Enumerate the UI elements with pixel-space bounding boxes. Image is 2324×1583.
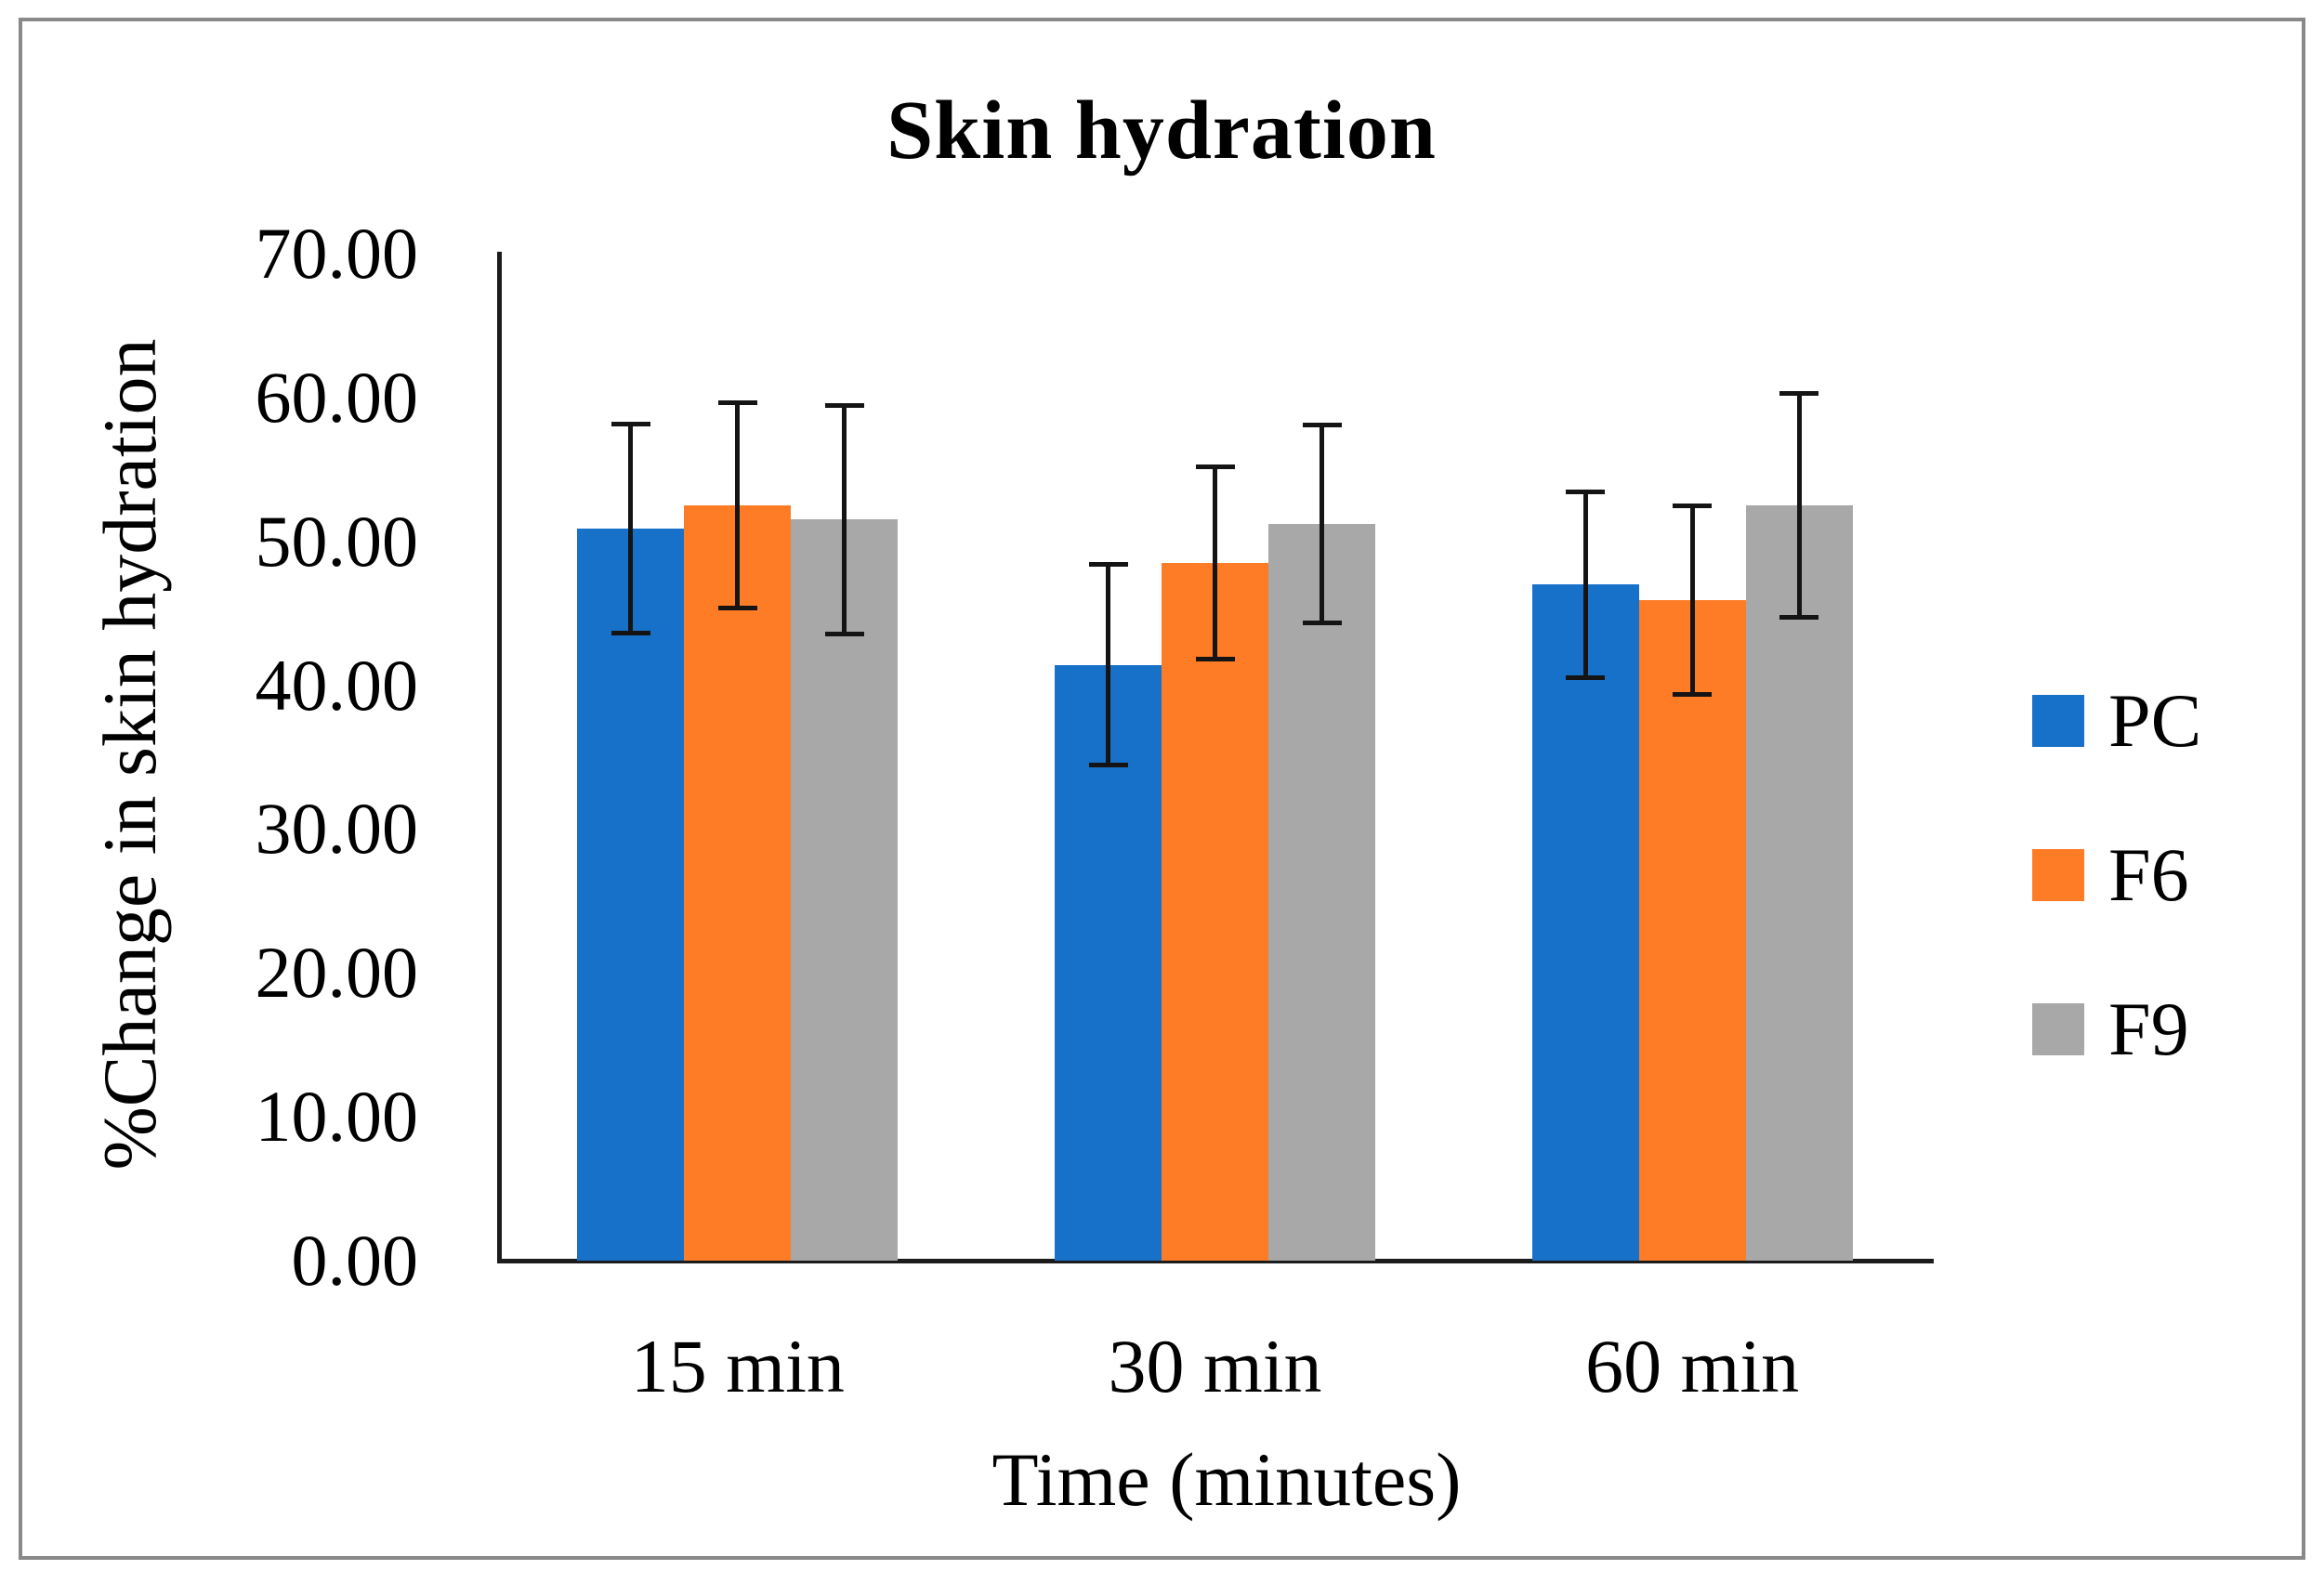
error-bar-f9-30-min (1320, 425, 1324, 623)
error-bar-pc-30-min-top-cap (1088, 562, 1128, 568)
error-bar-f6-15-min-bottom-cap (717, 606, 757, 611)
legend-swatch-pc (2032, 695, 2084, 747)
error-bar-f9-60-min (1796, 393, 1802, 618)
legend-item-f9: F9 (2032, 991, 2189, 1067)
bar-f9-30-min (1268, 524, 1375, 1261)
y-axis-title-text: %Change in skin hydration (87, 338, 172, 1171)
bar-f6-60-min (1638, 600, 1746, 1261)
bar-f9-60-min (1745, 505, 1853, 1261)
bar-pc-15-min (577, 528, 685, 1261)
error-bar-f9-30-min-top-cap (1302, 423, 1342, 428)
x-tick-label-15-min: 15 min (630, 1324, 845, 1408)
error-bar-pc-30-min (1106, 564, 1110, 766)
error-bar-f9-15-min (842, 404, 847, 635)
error-bar-f6-30-min-top-cap (1195, 464, 1235, 470)
error-bar-f9-15-min-bottom-cap (824, 632, 864, 637)
bar-f9-15-min (791, 519, 899, 1261)
error-bar-pc-30-min-bottom-cap (1088, 763, 1128, 768)
error-bar-pc-15-min-bottom-cap (611, 630, 650, 635)
error-bar-f6-60-min-top-cap (1673, 504, 1713, 508)
legend-label-f9: F9 (2108, 987, 2189, 1071)
legend-label-pc: PC (2108, 678, 2202, 763)
y-tick-label-70-00: 70.00 (255, 213, 419, 294)
error-bar-f6-30-min (1213, 466, 1217, 660)
y-tick-label-0-00: 0.00 (291, 1220, 419, 1301)
legend-item-f6: F6 (2032, 837, 2189, 913)
y-tick-label-10-00: 10.00 (255, 1076, 419, 1158)
x-axis-title: Time (minutes) (991, 1437, 1462, 1522)
error-bar-pc-15-min-top-cap (611, 421, 650, 426)
error-bar-f9-30-min-bottom-cap (1302, 620, 1342, 625)
error-bar-f6-30-min-bottom-cap (1195, 656, 1235, 661)
chart-title: Skin hydration (886, 85, 1437, 177)
y-tick-label-50-00: 50.00 (255, 500, 419, 582)
legend-item-pc: PC (2032, 683, 2201, 759)
bar-pc-60-min (1531, 584, 1639, 1261)
x-tick-label-30-min: 30 min (1108, 1324, 1322, 1408)
y-tick-label-40-00: 40.00 (255, 644, 419, 726)
error-bar-f6-15-min-top-cap (717, 399, 757, 405)
bar-f6-15-min (684, 505, 792, 1261)
x-tick-label-60-min: 60 min (1585, 1324, 1800, 1408)
error-bar-f6-60-min (1689, 505, 1695, 696)
y-axis-line (497, 252, 502, 1263)
error-bar-f9-15-min-top-cap (824, 402, 864, 408)
error-bar-f6-60-min-bottom-cap (1673, 692, 1713, 698)
bar-f6-30-min (1162, 562, 1268, 1261)
error-bar-pc-60-min-top-cap (1566, 489, 1606, 494)
error-bar-pc-60-min (1582, 491, 1588, 678)
legend-swatch-f6 (2032, 849, 2084, 901)
y-tick-label-60-00: 60.00 (255, 356, 419, 438)
error-bar-f9-60-min-top-cap (1779, 391, 1819, 397)
error-bar-pc-15-min (628, 423, 634, 634)
y-tick-label-30-00: 30.00 (255, 788, 419, 870)
error-bar-f9-60-min-bottom-cap (1779, 614, 1819, 620)
y-tick-label-20-00: 20.00 (255, 932, 419, 1014)
legend-label-f6: F6 (2108, 832, 2189, 917)
error-bar-pc-60-min-bottom-cap (1566, 674, 1606, 680)
x-axis-line (497, 1259, 1934, 1263)
legend-swatch-f9 (2032, 1003, 2084, 1055)
error-bar-f6-15-min (735, 401, 741, 609)
